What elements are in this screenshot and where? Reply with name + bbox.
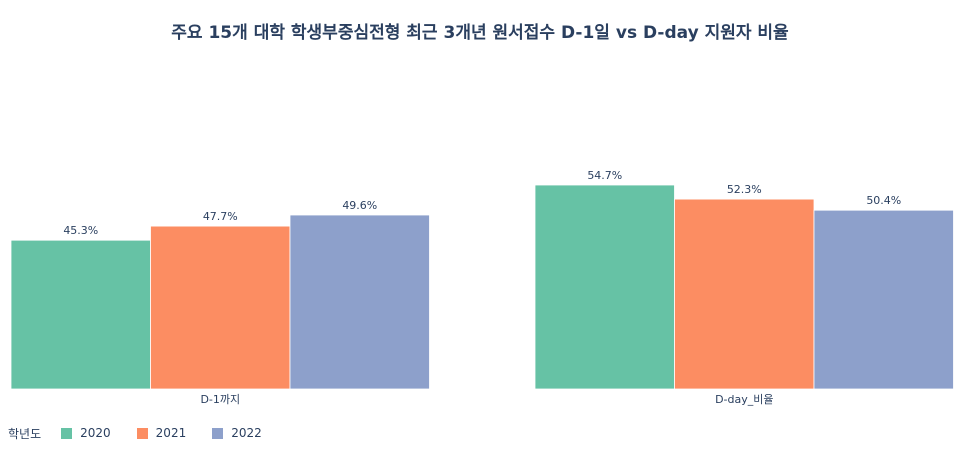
category-labels: D-1까지 D-day_비율 [200,393,773,406]
category-label: D-day_비율 [715,393,773,406]
legend-title: 학년도 [8,426,42,441]
bar-2022-0[interactable] [289,214,430,390]
data-label: 50.4% [866,194,901,207]
bar-2020-1[interactable] [534,184,675,390]
legend-label: 2020 [80,426,111,440]
data-label: 49.6% [342,199,377,212]
category-label: D-1까지 [200,393,240,406]
legend-item-2021[interactable]: 2021 [136,426,187,440]
data-label: 54.7% [587,169,622,182]
legend-label: 2021 [155,426,187,440]
bar-2021-0[interactable] [150,225,291,390]
legend-item-2020[interactable]: 2020 [61,426,111,440]
bars-layer [10,184,954,390]
legend-label: 2022 [231,426,262,440]
chart-title: 주요 15개 대학 학생부중심전형 최근 3개년 원서접수 D-1일 vs D-… [171,23,789,43]
data-label: 52.3% [727,183,762,196]
legend-item-2022[interactable]: 2022 [212,426,262,440]
legend: 학년도 2020 2021 2022 [8,424,288,442]
legend-swatch [61,427,73,439]
labels-layer: 45.3% 47.7% 49.6% 54.7% 52.3% 50.4% [63,169,901,237]
bar-2022-1[interactable] [813,209,954,390]
bar-2021-1[interactable] [674,198,815,390]
legend-swatch [212,427,224,439]
bar-2020-0[interactable] [10,239,151,390]
legend-swatch [136,427,148,439]
data-label: 45.3% [63,224,98,237]
data-label: 47.7% [203,210,238,223]
